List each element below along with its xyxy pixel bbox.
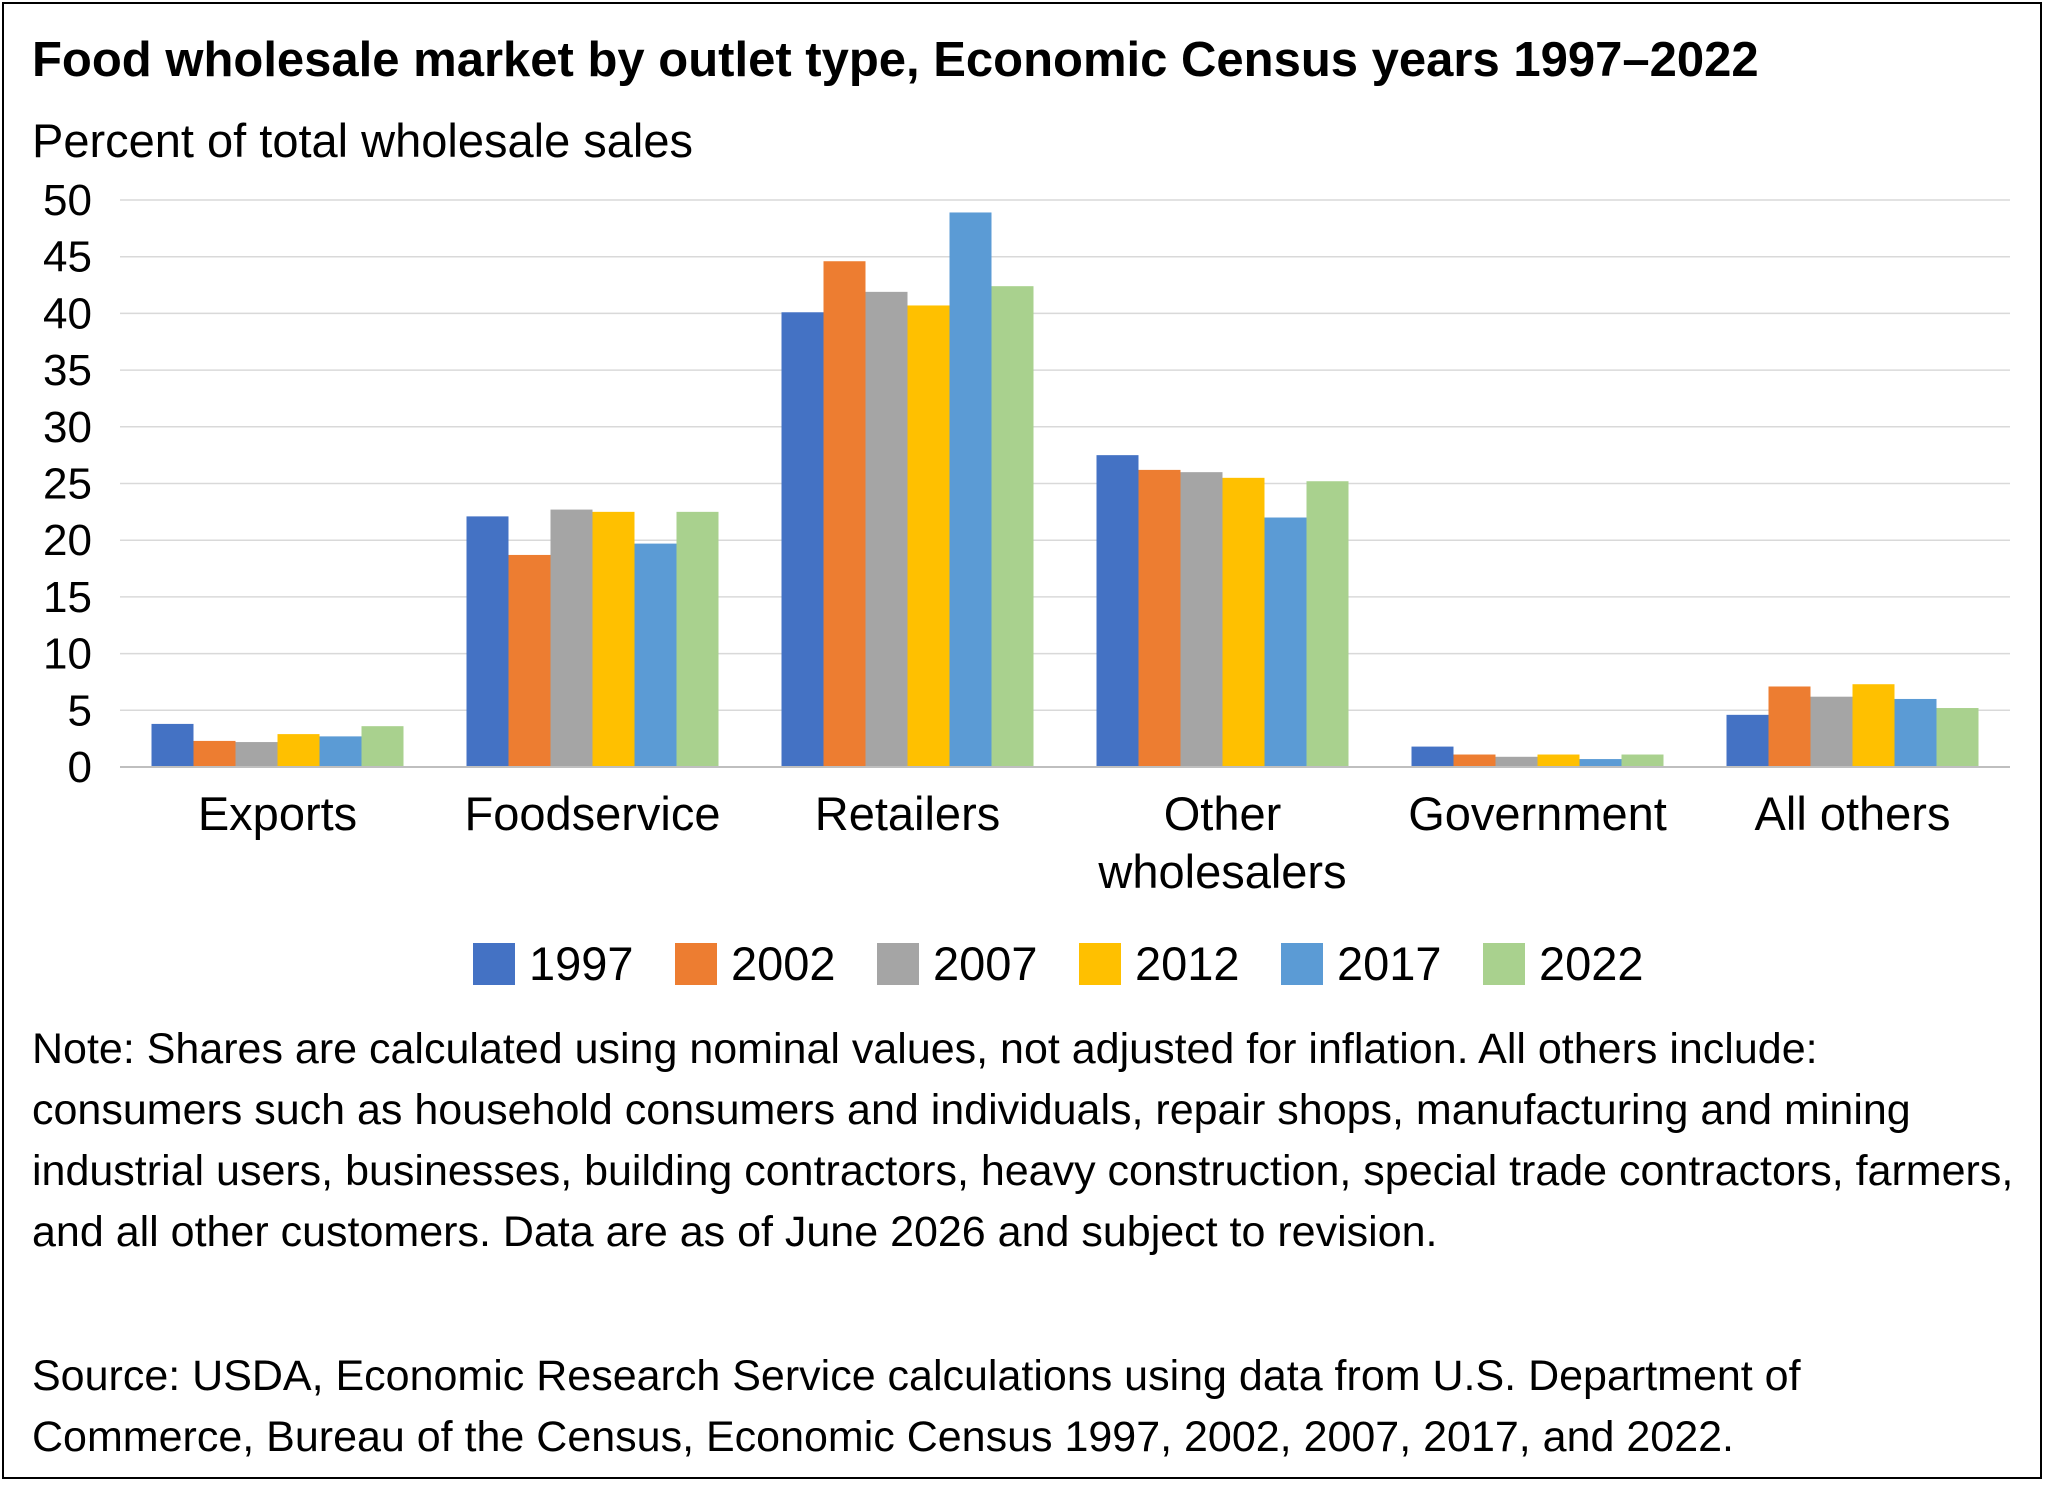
gridlines: [120, 199, 2010, 712]
bar-2017: [949, 212, 992, 767]
y-tick-label: 30: [43, 403, 92, 452]
bar-2022: [991, 286, 1034, 767]
bar-2002: [1453, 754, 1496, 767]
bar-chart: Percent of total wholesale sales 0 5 10 15 2…: [32, 114, 2010, 990]
bar-2012: [1852, 684, 1895, 767]
bar-1997: [781, 312, 824, 767]
bar-2022: [1936, 708, 1979, 767]
chart-source: Source: USDA, Economic Research Service …: [32, 1352, 1801, 1461]
bar-2022: [1621, 754, 1664, 767]
bar-1997: [151, 723, 194, 767]
bar-2002: [508, 554, 551, 767]
bar-2002: [1768, 686, 1811, 767]
legend-label: 2012: [1135, 937, 1240, 990]
y-tick-label: 10: [43, 630, 92, 679]
bar-2007: [1495, 756, 1538, 767]
bar-2007: [550, 509, 593, 767]
y-tick-label: 50: [43, 176, 92, 225]
y-tick-label: 15: [43, 573, 92, 622]
y-tick-label: 35: [43, 346, 92, 395]
y-tick-label: 0: [68, 743, 92, 792]
x-category-label: Government: [1408, 787, 1667, 840]
bar-2012: [907, 305, 950, 767]
bar-2007: [865, 291, 908, 767]
bar-2012: [1537, 754, 1580, 767]
x-category-label: Exports: [198, 787, 357, 840]
bar-2007: [1180, 472, 1223, 767]
legend-label: 2007: [933, 937, 1038, 990]
bar-2022: [676, 511, 719, 767]
legend-swatch-2007: [877, 943, 919, 985]
bar-2022: [361, 726, 404, 767]
bar-2007: [235, 742, 278, 767]
legend-swatch-2012: [1079, 943, 1121, 985]
x-category-label: Foodservice: [465, 787, 721, 840]
y-tick-label: 5: [68, 686, 92, 735]
x-category-label: wholesalers: [1097, 845, 1346, 898]
bar-1997: [1726, 714, 1769, 767]
legend-swatch-2002: [675, 943, 717, 985]
legend-swatch-2017: [1281, 943, 1323, 985]
bar-2017: [634, 543, 677, 767]
bar-1997: [1096, 455, 1139, 767]
legend-label: 1997: [529, 937, 634, 990]
legend: 1997 2002 2007 2012 2017 2022: [473, 937, 1644, 990]
bar-2017: [319, 736, 362, 767]
bar-2002: [193, 740, 236, 767]
bar-2002: [823, 261, 866, 767]
legend-label: 2017: [1337, 937, 1442, 990]
x-category-label: All others: [1755, 787, 1951, 840]
bar-2017: [1894, 698, 1937, 767]
bar-2022: [1306, 481, 1349, 767]
legend-label: 2002: [731, 937, 836, 990]
x-category-label: Retailers: [815, 787, 1000, 840]
x-axis-labels: Exports Foodservice Retailers Otherwholesal…: [198, 787, 1951, 898]
chart-note: Note: Shares are calculated using nomina…: [32, 1025, 2014, 1256]
legend-swatch-1997: [473, 943, 515, 985]
bar-2002: [1138, 469, 1181, 767]
bars: [151, 212, 1979, 767]
bar-2017: [1579, 759, 1622, 767]
bar-1997: [1411, 746, 1454, 767]
bar-1997: [466, 516, 509, 767]
y-tick-label: 40: [43, 289, 92, 338]
legend-label: 2022: [1539, 937, 1644, 990]
y-axis-title: Percent of total wholesale sales: [32, 114, 693, 167]
legend-swatch-2022: [1483, 943, 1525, 985]
bar-2017: [1264, 517, 1307, 767]
bar-2012: [1222, 477, 1265, 767]
y-tick-label: 45: [43, 233, 92, 282]
bar-2007: [1810, 696, 1853, 767]
y-tick-label: 25: [43, 460, 92, 509]
y-tick-label: 20: [43, 516, 92, 565]
bar-2012: [592, 511, 635, 767]
x-category-label: Other: [1164, 787, 1282, 840]
chart-title: Food wholesale market by outlet type, Ec…: [32, 33, 1759, 87]
bar-2012: [277, 734, 320, 767]
y-axis-ticks: 0 5 10 15 20 25 30 35 40 45 50: [43, 176, 92, 792]
